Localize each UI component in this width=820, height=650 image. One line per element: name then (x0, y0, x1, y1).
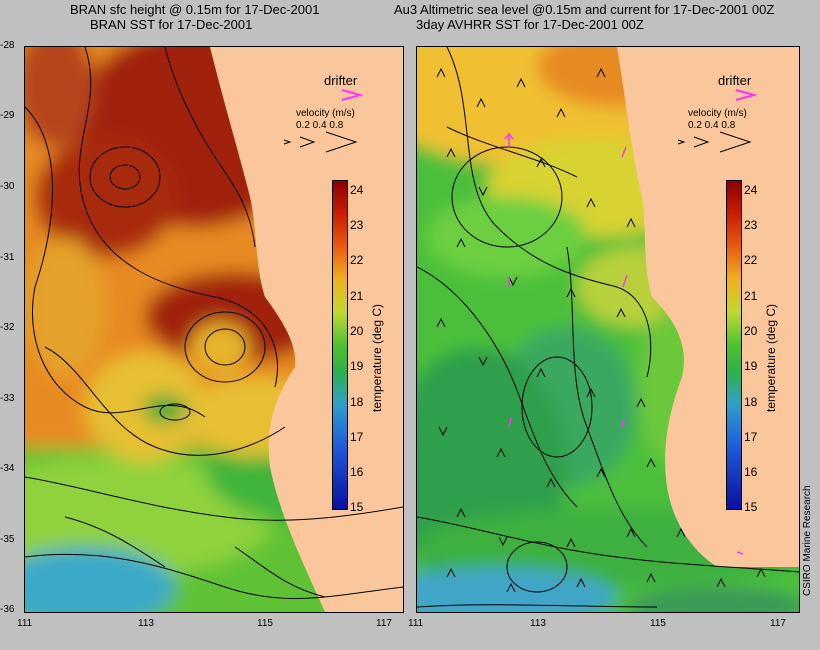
altimetry-map-panel (416, 46, 800, 613)
colorbar-right (726, 180, 742, 510)
altimetric-contours (417, 47, 799, 608)
drifter-label-left: drifter (324, 73, 358, 88)
australia-land (210, 47, 403, 612)
colorbar-tick: 15 (744, 500, 758, 514)
lat-label: -36 (0, 604, 15, 615)
drifter-tracks (504, 132, 744, 555)
bran-sst-map (25, 47, 403, 612)
current-vectors (436, 67, 766, 593)
velocity-values-left: 0.2 0.4 0.8 (296, 120, 344, 131)
left-title-line2: BRAN SST for 17-Dec-2001 (90, 17, 253, 32)
colorbar-tick: 17 (350, 430, 364, 444)
colorbar-tick: 21 (350, 289, 364, 303)
lat-label: -34 (0, 463, 15, 474)
colorbar-tick: 18 (350, 395, 364, 409)
lat-label: -28 (0, 40, 15, 51)
colorbar-tick: 22 (744, 253, 758, 267)
colorbar-tick: 16 (350, 465, 364, 479)
bran-map-panel (24, 46, 404, 613)
lon-label: 115 (257, 618, 273, 629)
avhrr-sst-map (417, 47, 799, 612)
colorbar-tick: 15 (350, 500, 364, 514)
colorbar-tick: 18 (744, 395, 758, 409)
drifter-icon (735, 89, 758, 101)
velocity-scale-arrows (677, 131, 752, 153)
sea-level-contours (25, 47, 403, 600)
australia-land-right (617, 47, 799, 567)
colorbar-tick: 19 (744, 359, 758, 373)
lon-label: 111 (17, 618, 33, 629)
lat-label: -32 (0, 322, 15, 333)
colorbar-tick: 20 (744, 324, 758, 338)
colorbar-tick: 19 (350, 359, 364, 373)
drifter-label-right: drifter (718, 73, 752, 88)
colorbar-tick: 24 (744, 183, 758, 197)
lon-label: 113 (138, 618, 154, 629)
lon-label: 115 (650, 618, 666, 629)
credit-label: CSIRO Marine Research (802, 485, 813, 596)
right-title-line2: 3day AVHRR SST for 17-Dec-2001 00Z (416, 17, 644, 32)
velocity-label-right: velocity (m/s) (688, 108, 747, 119)
colorbar-tick: 20 (350, 324, 364, 338)
drifter-icon (341, 89, 364, 101)
colorbar-tick: 23 (744, 218, 758, 232)
lon-label: 117 (770, 618, 786, 629)
colorbar-tick: 23 (350, 218, 364, 232)
colorbar-tick: 16 (744, 465, 758, 479)
velocity-scale-arrows (283, 131, 358, 153)
lon-label: 113 (530, 618, 546, 629)
colorbar-label-right: temperature (deg C) (764, 303, 778, 412)
colorbar-tick: 22 (350, 253, 364, 267)
colorbar-label-left: temperature (deg C) (370, 303, 384, 412)
right-title-line1: Au3 Altimetric sea level @0.15m and curr… (394, 2, 775, 17)
colorbar-tick: 24 (350, 183, 364, 197)
lon-label: 117 (376, 618, 392, 629)
lat-label: -31 (0, 252, 15, 263)
lat-label: -30 (0, 181, 15, 192)
colorbar-tick: 21 (744, 289, 758, 303)
lat-label: -35 (0, 534, 15, 545)
colorbar-left (332, 180, 348, 510)
lat-label: -33 (0, 393, 15, 404)
colorbar-tick: 17 (744, 430, 758, 444)
lon-label: 111 (408, 618, 424, 629)
left-title-line1: BRAN sfc height @ 0.15m for 17-Dec-2001 (70, 2, 320, 17)
lat-label: -29 (0, 110, 15, 121)
velocity-label-left: velocity (m/s) (296, 108, 355, 119)
velocity-values-right: 0.2 0.4 0.8 (688, 120, 736, 131)
